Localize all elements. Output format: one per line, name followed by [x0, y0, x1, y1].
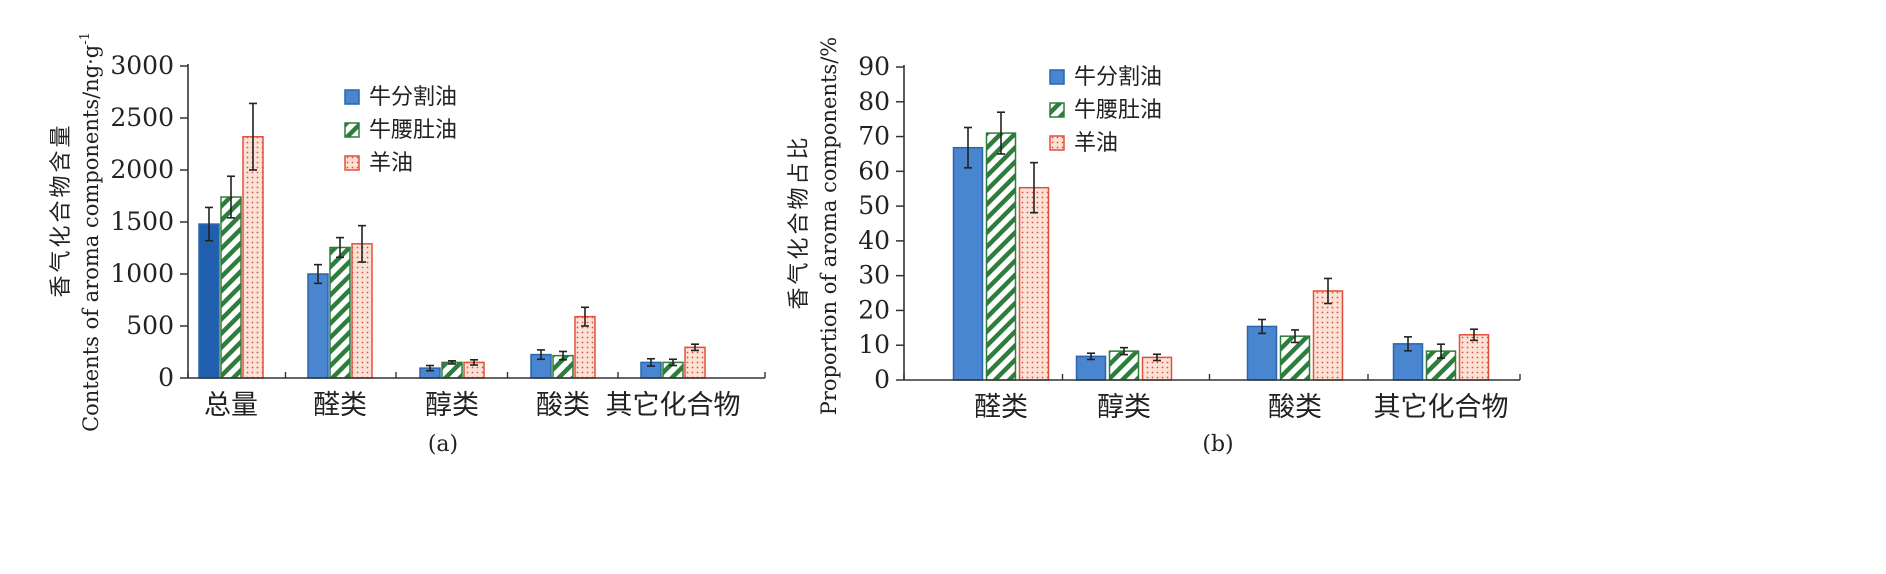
x-category-label: 醛类	[974, 392, 1028, 423]
legend-swatch	[344, 122, 360, 138]
x-category-label: 其它化合物	[606, 390, 741, 421]
legend-label: 羊油	[1074, 131, 1118, 156]
legend-swatch	[344, 155, 360, 171]
legend-swatch	[344, 89, 360, 105]
bar	[1108, 350, 1140, 381]
legend-swatch	[1049, 69, 1065, 85]
y-tick-label: 2500	[110, 103, 174, 132]
bar	[684, 346, 706, 379]
y-tick-label: 20	[858, 295, 890, 324]
bar	[985, 132, 1017, 381]
legend-label: 羊油	[369, 151, 413, 176]
x-category-label: 其它化合物	[1374, 392, 1509, 423]
bar	[329, 246, 351, 379]
bar	[1312, 290, 1344, 381]
y-tick-label: 10	[858, 330, 890, 359]
panel-b-y-ticks: 0 10 20 30 40 50 60 70 80 90	[858, 52, 904, 394]
panel-a-categories: 总量 醛类 醇类 酸类 其它化合物	[204, 390, 741, 421]
x-category-label: 总量	[204, 390, 258, 421]
y-tick-label: 40	[858, 226, 890, 255]
y-tick-label: 3000	[110, 51, 174, 80]
y-tick-label: 0	[874, 365, 890, 394]
panel-a-ylabel-en-main: Contents of aroma components/ng·g	[79, 45, 103, 432]
bar	[351, 243, 373, 379]
y-tick-label: 500	[126, 311, 174, 340]
bar	[242, 135, 264, 379]
bar	[307, 273, 329, 379]
bar	[1018, 186, 1050, 381]
panel-a-ylabel-en: Contents of aroma components/ng·g-1	[78, 32, 103, 432]
panel-b-axes	[903, 65, 1521, 381]
y-tick-label: 60	[858, 156, 890, 185]
legend-swatch	[1049, 135, 1065, 151]
y-tick-label: 30	[858, 261, 890, 290]
panel-b-bars	[952, 111, 1490, 381]
legend-label: 牛腰肚油	[369, 118, 457, 143]
x-category-label: 酸类	[1268, 392, 1322, 423]
panel-a-label: (a)	[428, 432, 458, 457]
bar	[952, 146, 984, 381]
y-tick-label: 0	[158, 363, 174, 392]
chart-panel-b: 香气化合物占比 Proportion of aroma components/%…	[787, 37, 1521, 457]
bar	[220, 196, 242, 379]
panel-a-ylabel-en-sup: -1	[78, 32, 93, 45]
x-category-label: 醇类	[425, 390, 479, 421]
y-tick-label: 1500	[110, 207, 174, 236]
legend-label: 牛分割油	[369, 85, 457, 110]
bar	[1279, 335, 1311, 381]
chart-panel-a: 香气化合物含量 Contents of aroma components/ng·…	[49, 32, 766, 457]
panel-b-label: (b)	[1202, 432, 1233, 457]
legend-label: 牛腰肚油	[1074, 98, 1162, 123]
bar	[1246, 325, 1278, 381]
panel-b-categories: 醛类 醇类 酸类 其它化合物	[974, 392, 1509, 423]
y-tick-label: 1000	[110, 259, 174, 288]
y-tick-label: 50	[858, 191, 890, 220]
x-category-label: 酸类	[536, 390, 590, 421]
panel-a-ylabel-cn: 香气化合物含量	[49, 122, 74, 297]
y-tick-label: 90	[858, 52, 890, 81]
y-tick-label: 80	[858, 87, 890, 116]
panel-b-ylabel-en: Proportion of aroma components/%	[817, 37, 841, 415]
panel-a-y-ticks: 0 500 1000 1500 2000 2500 3000	[110, 51, 188, 392]
legend-swatch	[1049, 102, 1065, 118]
panel-b-ylabel-cn: 香气化合物占比	[787, 134, 812, 309]
y-tick-label: 2000	[110, 155, 174, 184]
legend-label: 牛分割油	[1074, 65, 1162, 90]
bar	[198, 223, 220, 379]
bar	[1458, 334, 1490, 381]
x-category-label: 醇类	[1097, 392, 1151, 423]
x-category-label: 醛类	[313, 390, 367, 421]
panel-a-axes	[187, 64, 766, 379]
y-tick-label: 70	[858, 122, 890, 151]
panel-a-bars	[198, 102, 706, 379]
